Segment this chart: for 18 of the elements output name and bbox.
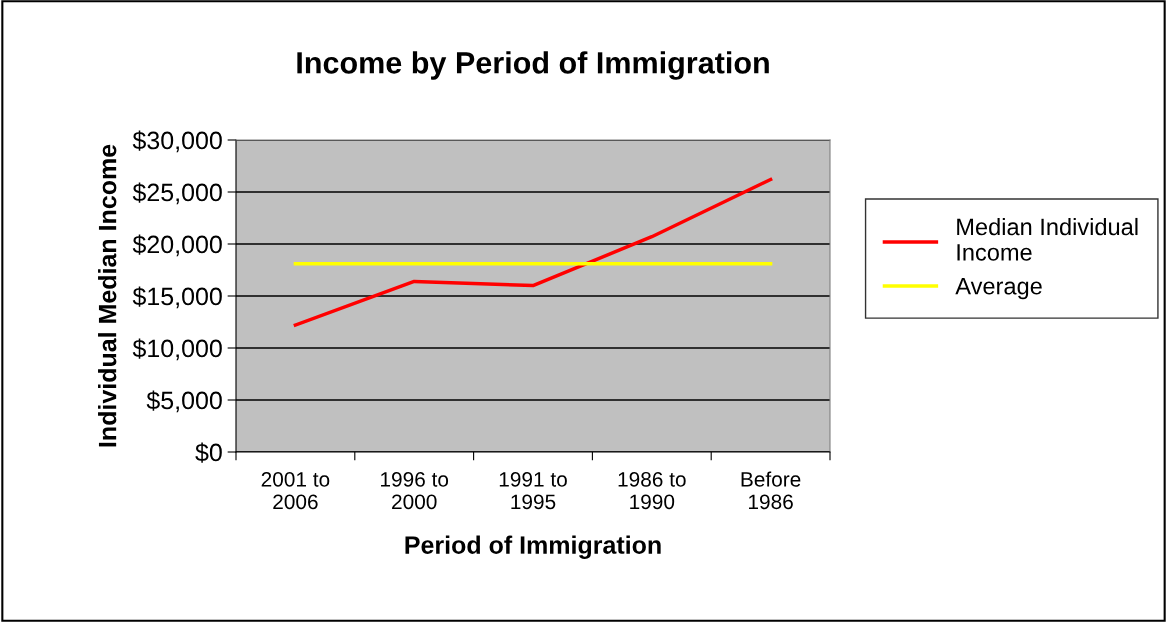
x-tick-label: Before 1986	[741, 471, 801, 510]
y-tick-label: $10,000	[132, 338, 222, 361]
x-tick-label: 1996 to 2000	[381, 471, 449, 510]
y-axis-title: Individual Median Income	[98, 144, 117, 447]
x-axis-title: Period of Immigration	[405, 535, 661, 559]
y-tick-label: $20,000	[132, 234, 222, 257]
y-tick-label: $30,000	[132, 130, 222, 153]
x-tick-label: 1991 to 1995	[499, 471, 567, 510]
y-tick-label: $15,000	[132, 286, 222, 309]
y-tick-label: $25,000	[132, 182, 222, 205]
line-series	[293, 177, 773, 327]
y-tick-label: $5,000	[146, 390, 222, 413]
chart-title: Income by Period of Immigration	[297, 51, 769, 80]
legend-label: Average	[955, 278, 1042, 300]
x-tick-label: 1986 to 1990	[618, 471, 686, 510]
legend-label: Median Individual Income	[957, 217, 1138, 261]
y-tick-label: $0	[195, 442, 222, 463]
x-tick-label: 2001 to 2006	[261, 471, 330, 510]
